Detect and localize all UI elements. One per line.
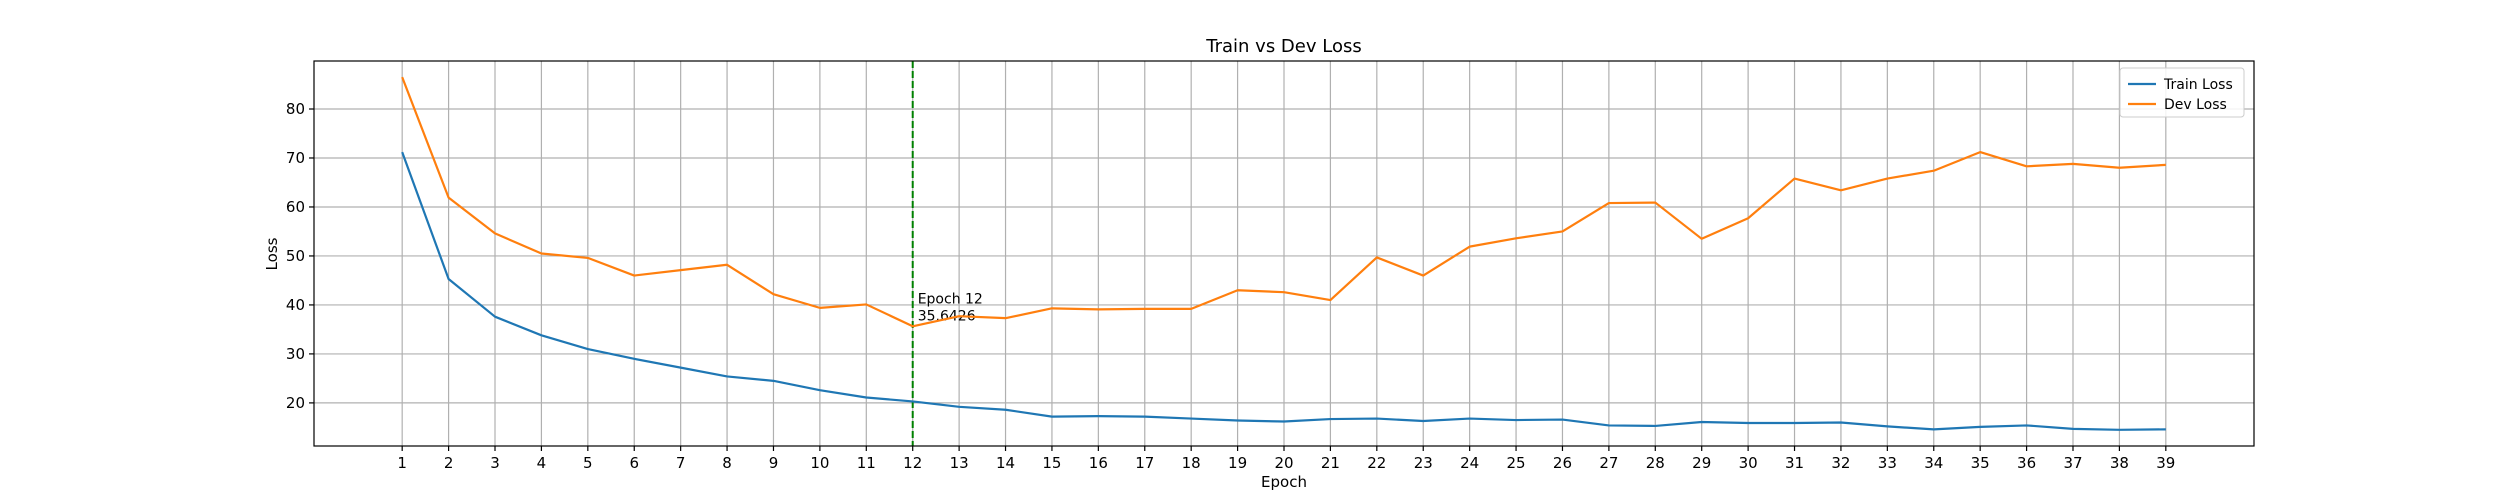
legend-entry-label: Train Loss bbox=[2163, 77, 2233, 93]
x-tick-label: 21 bbox=[1321, 454, 1340, 472]
y-axis-ticks: 20 30 40 50 60 70 80 bbox=[286, 100, 314, 412]
x-axis-label: Epoch bbox=[1261, 473, 1307, 491]
x-tick-label: 25 bbox=[1507, 454, 1526, 472]
x-tick-label: 18 bbox=[1182, 454, 1201, 472]
legend-entry-label: Dev Loss bbox=[2164, 97, 2227, 113]
x-tick-label: 38 bbox=[2110, 454, 2129, 472]
x-tick-label: 9 bbox=[769, 454, 779, 472]
y-tick-label: 50 bbox=[286, 247, 305, 265]
x-tick-label: 15 bbox=[1042, 454, 1061, 472]
series-line-1 bbox=[401, 76, 2166, 328]
x-tick-label: 39 bbox=[2156, 454, 2175, 472]
x-tick-label: 29 bbox=[1692, 454, 1711, 472]
x-tick-label: 36 bbox=[2017, 454, 2036, 472]
annotation-label: 35.6426 bbox=[918, 309, 976, 325]
x-tick-label: 6 bbox=[629, 454, 639, 472]
x-tick-label: 27 bbox=[1599, 454, 1618, 472]
x-tick-label: 20 bbox=[1274, 454, 1293, 472]
x-tick-label: 23 bbox=[1414, 454, 1433, 472]
x-tick-label: 13 bbox=[950, 454, 969, 472]
x-tick-label: 12 bbox=[903, 454, 922, 472]
x-tick-label: 19 bbox=[1228, 454, 1247, 472]
series-line-0 bbox=[401, 151, 2166, 431]
y-tick-label: 80 bbox=[286, 100, 305, 118]
y-tick-label: 30 bbox=[286, 345, 305, 363]
y-tick-label: 20 bbox=[286, 394, 305, 412]
x-tick-label: 33 bbox=[1878, 454, 1897, 472]
x-tick-label: 2 bbox=[444, 454, 454, 472]
x-tick-label: 24 bbox=[1460, 454, 1479, 472]
x-tick-label: 28 bbox=[1646, 454, 1665, 472]
x-tick-label: 32 bbox=[1831, 454, 1850, 472]
x-tick-label: 17 bbox=[1135, 454, 1154, 472]
x-tick-label: 35 bbox=[1971, 454, 1990, 472]
x-tick-label: 37 bbox=[2063, 454, 2082, 472]
x-tick-label: 16 bbox=[1089, 454, 1108, 472]
x-tick-label: 34 bbox=[1924, 454, 1943, 472]
grid bbox=[314, 61, 2254, 446]
legend: Train Loss Dev Loss bbox=[2119, 67, 2245, 118]
x-tick-label: 31 bbox=[1785, 454, 1804, 472]
x-tick-label: 11 bbox=[857, 454, 876, 472]
x-tick-label: 1 bbox=[397, 454, 407, 472]
y-tick-label: 70 bbox=[286, 149, 305, 167]
x-tick-label: 14 bbox=[996, 454, 1015, 472]
series-group bbox=[401, 76, 2166, 431]
x-tick-label: 7 bbox=[676, 454, 686, 472]
x-tick-label: 10 bbox=[810, 454, 829, 472]
x-tick-label: 5 bbox=[583, 454, 593, 472]
x-axis-ticks: 1 2 3 4 5 6 7 8 9 10 11 12 13 14 15 16 17 18 19 20 21 22 23 24 2… bbox=[397, 446, 2175, 472]
x-tick-label: 8 bbox=[722, 454, 732, 472]
y-tick-label: 40 bbox=[286, 296, 305, 314]
x-tick-label: 30 bbox=[1739, 454, 1758, 472]
y-axis-label: Loss bbox=[263, 237, 281, 270]
x-tick-label: 4 bbox=[537, 454, 547, 472]
annotation-label: Epoch 12 bbox=[918, 292, 983, 308]
x-tick-label: 3 bbox=[490, 454, 500, 472]
x-tick-label: 26 bbox=[1553, 454, 1572, 472]
x-tick-label: 22 bbox=[1367, 454, 1386, 472]
y-tick-label: 60 bbox=[286, 198, 305, 216]
chart-title: Train vs Dev Loss bbox=[1205, 36, 1361, 57]
